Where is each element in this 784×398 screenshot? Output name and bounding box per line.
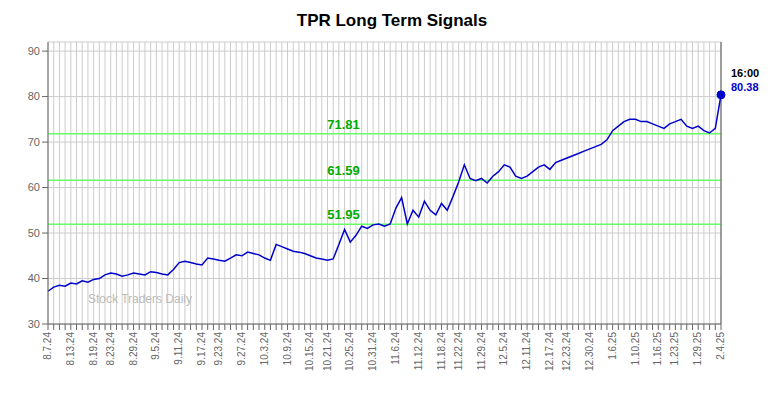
svg-text:70: 70 xyxy=(28,136,40,148)
svg-text:9.11.24: 9.11.24 xyxy=(173,332,184,365)
svg-text:9.17.24: 9.17.24 xyxy=(196,332,207,366)
svg-text:11.6.24: 11.6.24 xyxy=(390,332,401,365)
svg-text:80: 80 xyxy=(28,90,40,102)
svg-text:30: 30 xyxy=(28,318,40,330)
svg-text:12.11.24: 12.11.24 xyxy=(521,332,532,371)
svg-text:60: 60 xyxy=(28,181,40,193)
svg-text:71.81: 71.81 xyxy=(327,117,360,132)
svg-text:9.5.24: 9.5.24 xyxy=(150,332,161,360)
svg-text:40: 40 xyxy=(28,272,40,284)
svg-text:9.23.24: 9.23.24 xyxy=(213,332,224,366)
svg-text:50: 50 xyxy=(28,227,40,239)
svg-text:10.9.24: 10.9.24 xyxy=(282,332,293,366)
svg-text:11.29.24: 11.29.24 xyxy=(476,332,487,371)
svg-text:8.29.24: 8.29.24 xyxy=(128,332,139,366)
svg-text:51.95: 51.95 xyxy=(327,207,360,222)
svg-text:1.23.25: 1.23.25 xyxy=(669,332,680,366)
svg-text:11.18.24: 11.18.24 xyxy=(436,332,447,371)
svg-text:2.4.25: 2.4.25 xyxy=(715,332,726,360)
svg-text:1.10.25: 1.10.25 xyxy=(630,332,641,366)
svg-text:10.15.24: 10.15.24 xyxy=(304,332,315,371)
svg-text:12.30.24: 12.30.24 xyxy=(584,332,595,371)
svg-text:8.7.24: 8.7.24 xyxy=(42,332,53,360)
svg-text:10.25.24: 10.25.24 xyxy=(344,332,355,371)
svg-text:9.27.24: 9.27.24 xyxy=(236,332,247,366)
svg-text:11.22.24: 11.22.24 xyxy=(453,332,464,371)
svg-text:10.21.24: 10.21.24 xyxy=(322,332,333,371)
svg-text:1.6.25: 1.6.25 xyxy=(607,332,618,360)
svg-text:10.3.24: 10.3.24 xyxy=(259,332,270,366)
svg-text:80.38: 80.38 xyxy=(731,81,759,93)
svg-text:11.12.24: 11.12.24 xyxy=(413,332,424,371)
svg-text:61.59: 61.59 xyxy=(327,163,360,178)
svg-text:16:00: 16:00 xyxy=(731,67,759,79)
svg-text:90: 90 xyxy=(28,45,40,57)
svg-text:12.5.24: 12.5.24 xyxy=(498,332,509,366)
svg-text:1.29.25: 1.29.25 xyxy=(692,332,703,366)
svg-text:8.13.24: 8.13.24 xyxy=(65,332,76,366)
svg-text:12.23.24: 12.23.24 xyxy=(561,332,572,371)
html-text:TPR Long Term Signals: TPR Long Term Signals xyxy=(296,11,488,30)
svg-text:12.17.24: 12.17.24 xyxy=(544,332,555,371)
svg-text:10.31.24: 10.31.24 xyxy=(367,332,378,371)
svg-text:1.16.25: 1.16.25 xyxy=(652,332,663,366)
svg-text:8.23.24: 8.23.24 xyxy=(105,332,116,366)
html-text:Stock Traders Daily: Stock Traders Daily xyxy=(88,292,192,306)
svg-text:8.19.24: 8.19.24 xyxy=(88,332,99,366)
